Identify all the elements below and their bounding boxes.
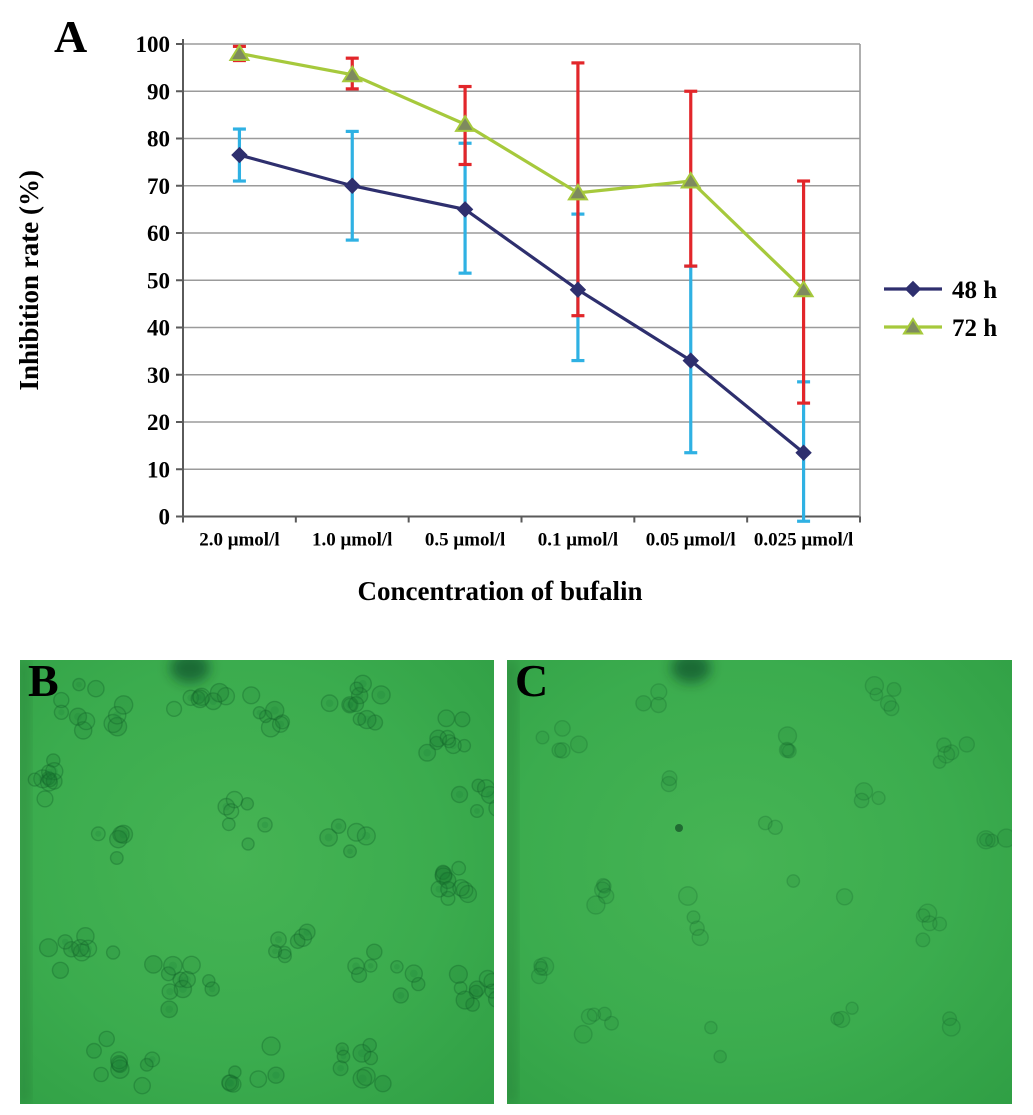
error-bars-0: [232, 127, 811, 523]
svg-text:10: 10: [147, 457, 170, 482]
svg-text:0: 0: [159, 505, 171, 530]
x-tick-labels: 2.0 μmol/l 1.0 μmol/l 0.5 μmol/l 0.1 μmol/l…: [199, 530, 853, 551]
micrograph-panel-c: C: [507, 660, 1012, 1104]
cells-c-smudge: [671, 660, 711, 683]
panel-b-label: B: [28, 660, 59, 706]
svg-text:1.0 μmol/l: 1.0 μmol/l: [312, 530, 392, 551]
svg-text:48 h: 48 h: [952, 277, 997, 304]
svg-text:0.025 μmol/l: 0.025 μmol/l: [754, 530, 853, 551]
x-axis-title: Concentration of bufalin: [357, 576, 642, 606]
svg-text:0.5 μmol/l: 0.5 μmol/l: [425, 530, 505, 551]
svg-text:50: 50: [147, 268, 170, 293]
svg-text:20: 20: [147, 410, 170, 435]
cells-c-cells: [530, 676, 1012, 1064]
svg-text:70: 70: [147, 174, 170, 199]
svg-text:0.05 μmol/l: 0.05 μmol/l: [646, 530, 736, 551]
svg-text:2.0 μmol/l: 2.0 μmol/l: [199, 530, 279, 551]
micrograph-c-image: [507, 660, 1012, 1104]
svg-text:Concentration of bufalin: Concentration of bufalin: [357, 576, 642, 606]
cells-b-smudge: [170, 660, 210, 683]
micrograph-panel-b: B: [20, 660, 494, 1104]
series-markers-0: [231, 146, 812, 461]
svg-text:72 h: 72 h: [952, 315, 997, 342]
svg-text:80: 80: [147, 127, 170, 152]
panel-c-label: C: [515, 660, 549, 706]
y-tick-labels: 0 10 20 30 40 50 60 70 80 90 100: [136, 32, 171, 530]
series-line-0: [238, 153, 805, 454]
axes: [176, 39, 861, 523]
series-markers-1: [228, 43, 815, 298]
y-axis-title: Inhibition rate (%): [14, 170, 44, 391]
svg-text:30: 30: [147, 363, 170, 388]
svg-text:60: 60: [147, 221, 170, 246]
error-bars-1: [232, 44, 811, 405]
gridlines: [183, 43, 860, 471]
inhibition-rate-chart: 0 10 20 30 40 50 60 70 80 90 100 2.0 μmol/l 1.0 μmol…: [14, 32, 997, 606]
svg-text:0.1 μmol/l: 0.1 μmol/l: [538, 530, 618, 551]
legend: 48 h 72 h: [884, 277, 997, 342]
svg-text:Inhibition rate (%): Inhibition rate (%): [14, 170, 44, 391]
svg-text:90: 90: [147, 79, 170, 104]
line-chart-canvas: 0 10 20 30 40 50 60 70 80 90 100 2.0 μmol/l 1.0 μmol…: [14, 32, 997, 606]
svg-text:40: 40: [147, 316, 170, 341]
cells-b-cells: [27, 674, 494, 1095]
panel-a-label: A: [54, 11, 88, 62]
cells-c-dark-dot: [675, 824, 683, 832]
series-line-1: [239, 51, 805, 291]
svg-text:100: 100: [136, 32, 171, 57]
micrograph-b-image: [20, 660, 494, 1104]
